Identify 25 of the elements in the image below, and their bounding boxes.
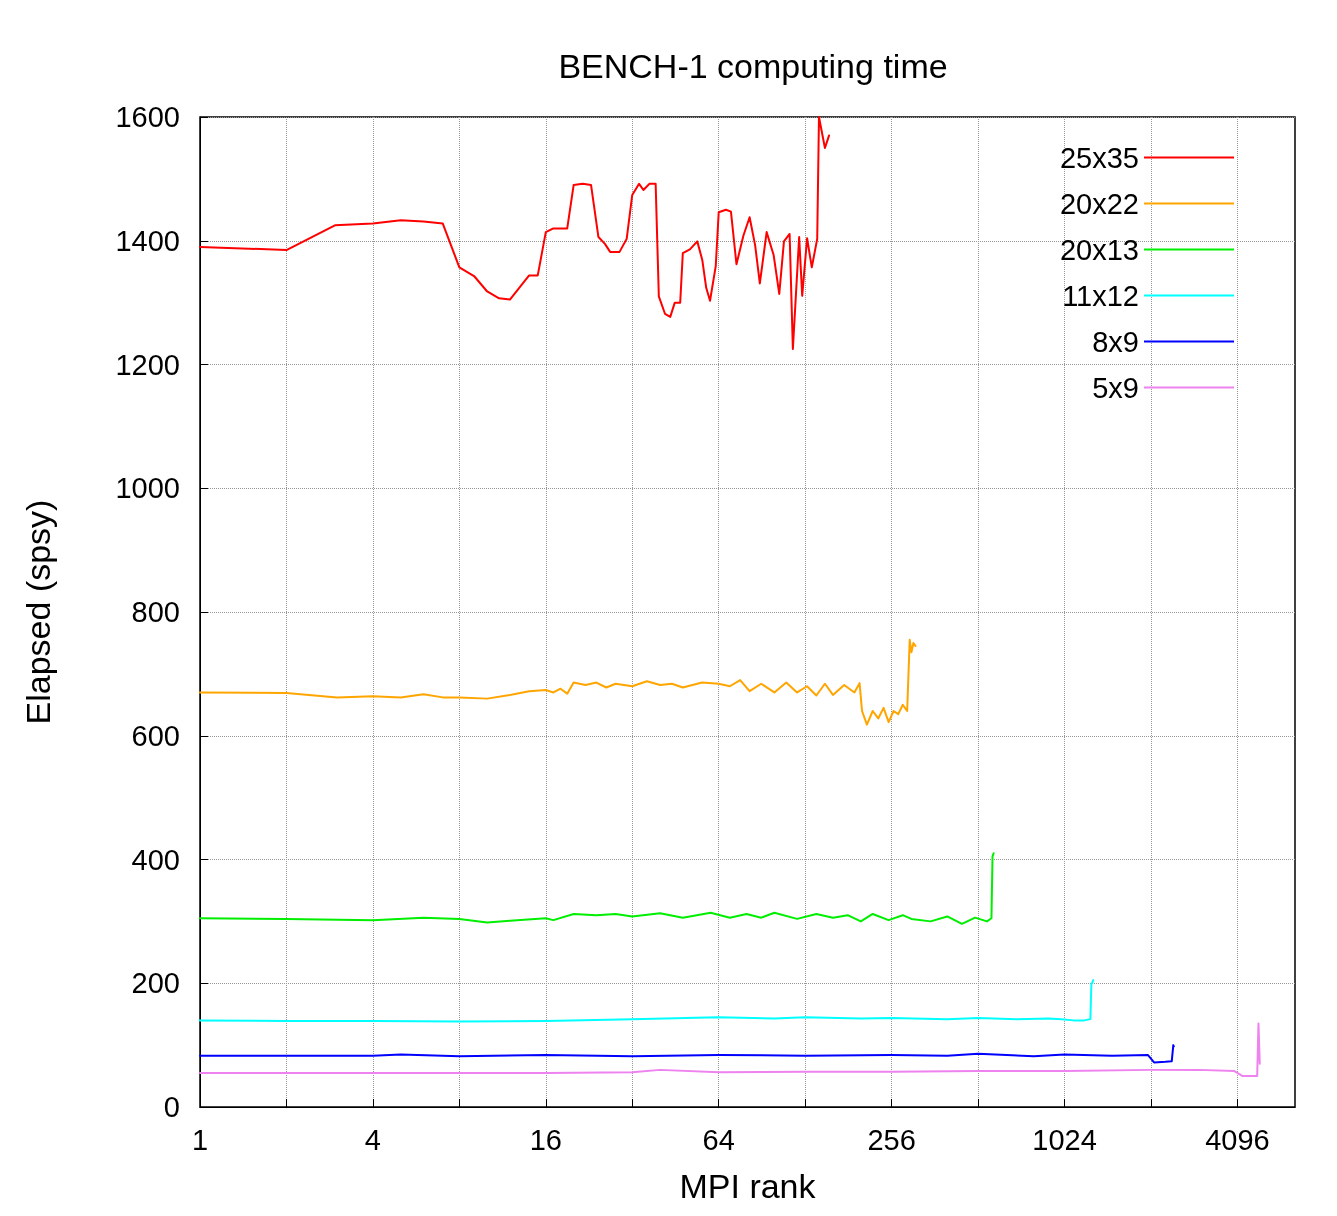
x-tick-label: 4 <box>364 1123 381 1156</box>
y-tick-label: 800 <box>131 596 180 628</box>
legend-label: 20x22 <box>1059 187 1139 220</box>
x-tick-label: 4096 <box>1205 1123 1270 1156</box>
y-tick-label: 200 <box>131 967 180 1000</box>
legend-label: 11x12 <box>1062 279 1139 312</box>
y-axis-title: Elapsed (spsy) <box>19 499 57 725</box>
y-tick-label: 1000 <box>115 472 180 505</box>
x-tick-label: 1024 <box>1032 1123 1097 1156</box>
x-tick-label: 1 <box>191 1123 209 1156</box>
x-tick-label: 256 <box>867 1123 916 1156</box>
y-tick-label: 1200 <box>115 348 180 381</box>
legend-label: 20x13 <box>1059 233 1139 266</box>
y-tick-label: 400 <box>131 843 180 876</box>
x-tick-label: 16 <box>529 1123 562 1156</box>
y-tick-label: 600 <box>131 719 180 752</box>
y-tick-label: 0 <box>163 1091 180 1123</box>
legend-label: 25x35 <box>1059 141 1139 174</box>
y-tick-label: 1400 <box>115 224 180 257</box>
chart-title: BENCH-1 computing time <box>558 47 948 85</box>
legend-label: 5x9 <box>1092 371 1139 404</box>
y-tick-label: 1600 <box>115 101 180 133</box>
x-tick-label: 64 <box>702 1123 735 1156</box>
legend-label: 8x9 <box>1092 325 1139 358</box>
x-axis-title: MPI rank <box>679 1167 817 1205</box>
